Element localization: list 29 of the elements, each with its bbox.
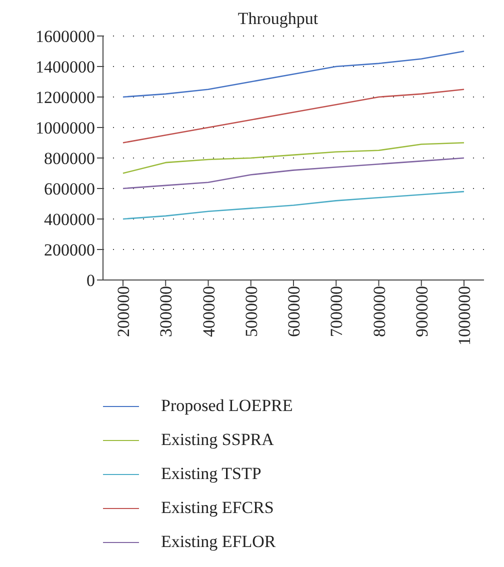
x-tick-label: 500000: [242, 286, 261, 337]
y-tick-label: 0: [86, 271, 95, 290]
chart-title: Throughput: [238, 9, 318, 28]
y-tick-label: 400000: [44, 210, 95, 230]
x-tick-label: 700000: [327, 286, 346, 337]
line-series: [122, 50, 465, 98]
x-tick-label: 1000000: [455, 286, 474, 346]
legend-label: Existing SSPRA: [161, 430, 274, 450]
x-tick-label: 900000: [412, 286, 432, 337]
legend-label: Existing EFLOR: [161, 532, 276, 552]
line-series: [122, 157, 465, 190]
y-tick-label: 1400000: [36, 58, 95, 77]
y-tick-label: 600000: [44, 180, 95, 199]
legend-label: Proposed LOEPRE: [161, 396, 293, 416]
line-series: [122, 88, 465, 144]
legend-label: Existing EFCRS: [161, 498, 274, 518]
line-series: [122, 190, 465, 220]
y-tick-label: 1600000: [36, 27, 95, 46]
x-tick-label: 600000: [284, 286, 304, 337]
legend-label: Existing TSTP: [161, 464, 262, 484]
y-tick-label: 1000000: [36, 118, 95, 138]
y-tick-label: 1200000: [36, 88, 95, 108]
y-tick-label: 800000: [44, 149, 95, 168]
x-tick-label: 800000: [370, 286, 389, 337]
y-tick-label: 200000: [44, 240, 95, 260]
x-tick-label: 400000: [199, 286, 218, 337]
line-series: [122, 142, 465, 174]
x-tick-label: 300000: [156, 286, 176, 337]
x-tick-label: 200000: [114, 286, 134, 337]
